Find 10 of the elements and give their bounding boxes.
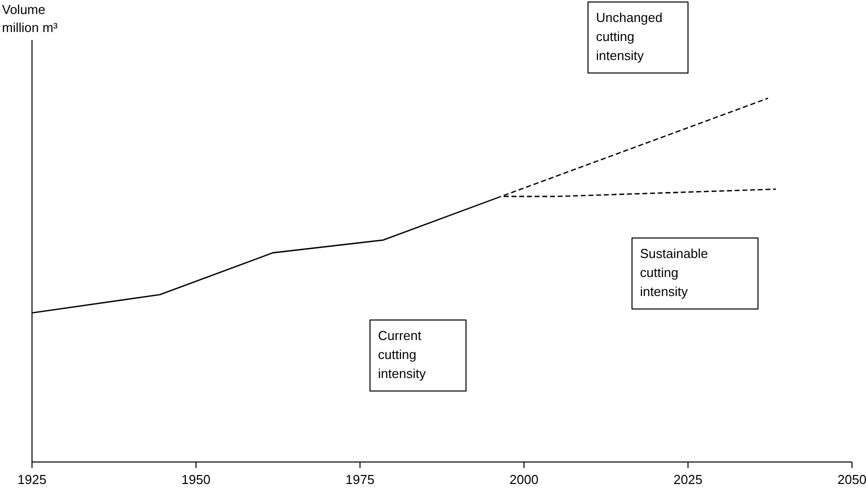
y-axis-title: Volume million m³	[2, 2, 58, 35]
x-tick-label: 1950	[182, 472, 210, 487]
x-tick-label: 1975	[346, 472, 374, 487]
x-tick-label: 2025	[674, 472, 702, 487]
annotation: Sustainable cutting intensity	[640, 246, 708, 299]
text: Unchanged cutting intensity	[596, 10, 662, 63]
x-tick-label: 2000	[510, 472, 538, 487]
x-tick-label: 2050	[838, 472, 866, 487]
annotation: Current cutting intensity	[378, 328, 426, 381]
x-tick-label: 1925	[18, 472, 46, 487]
